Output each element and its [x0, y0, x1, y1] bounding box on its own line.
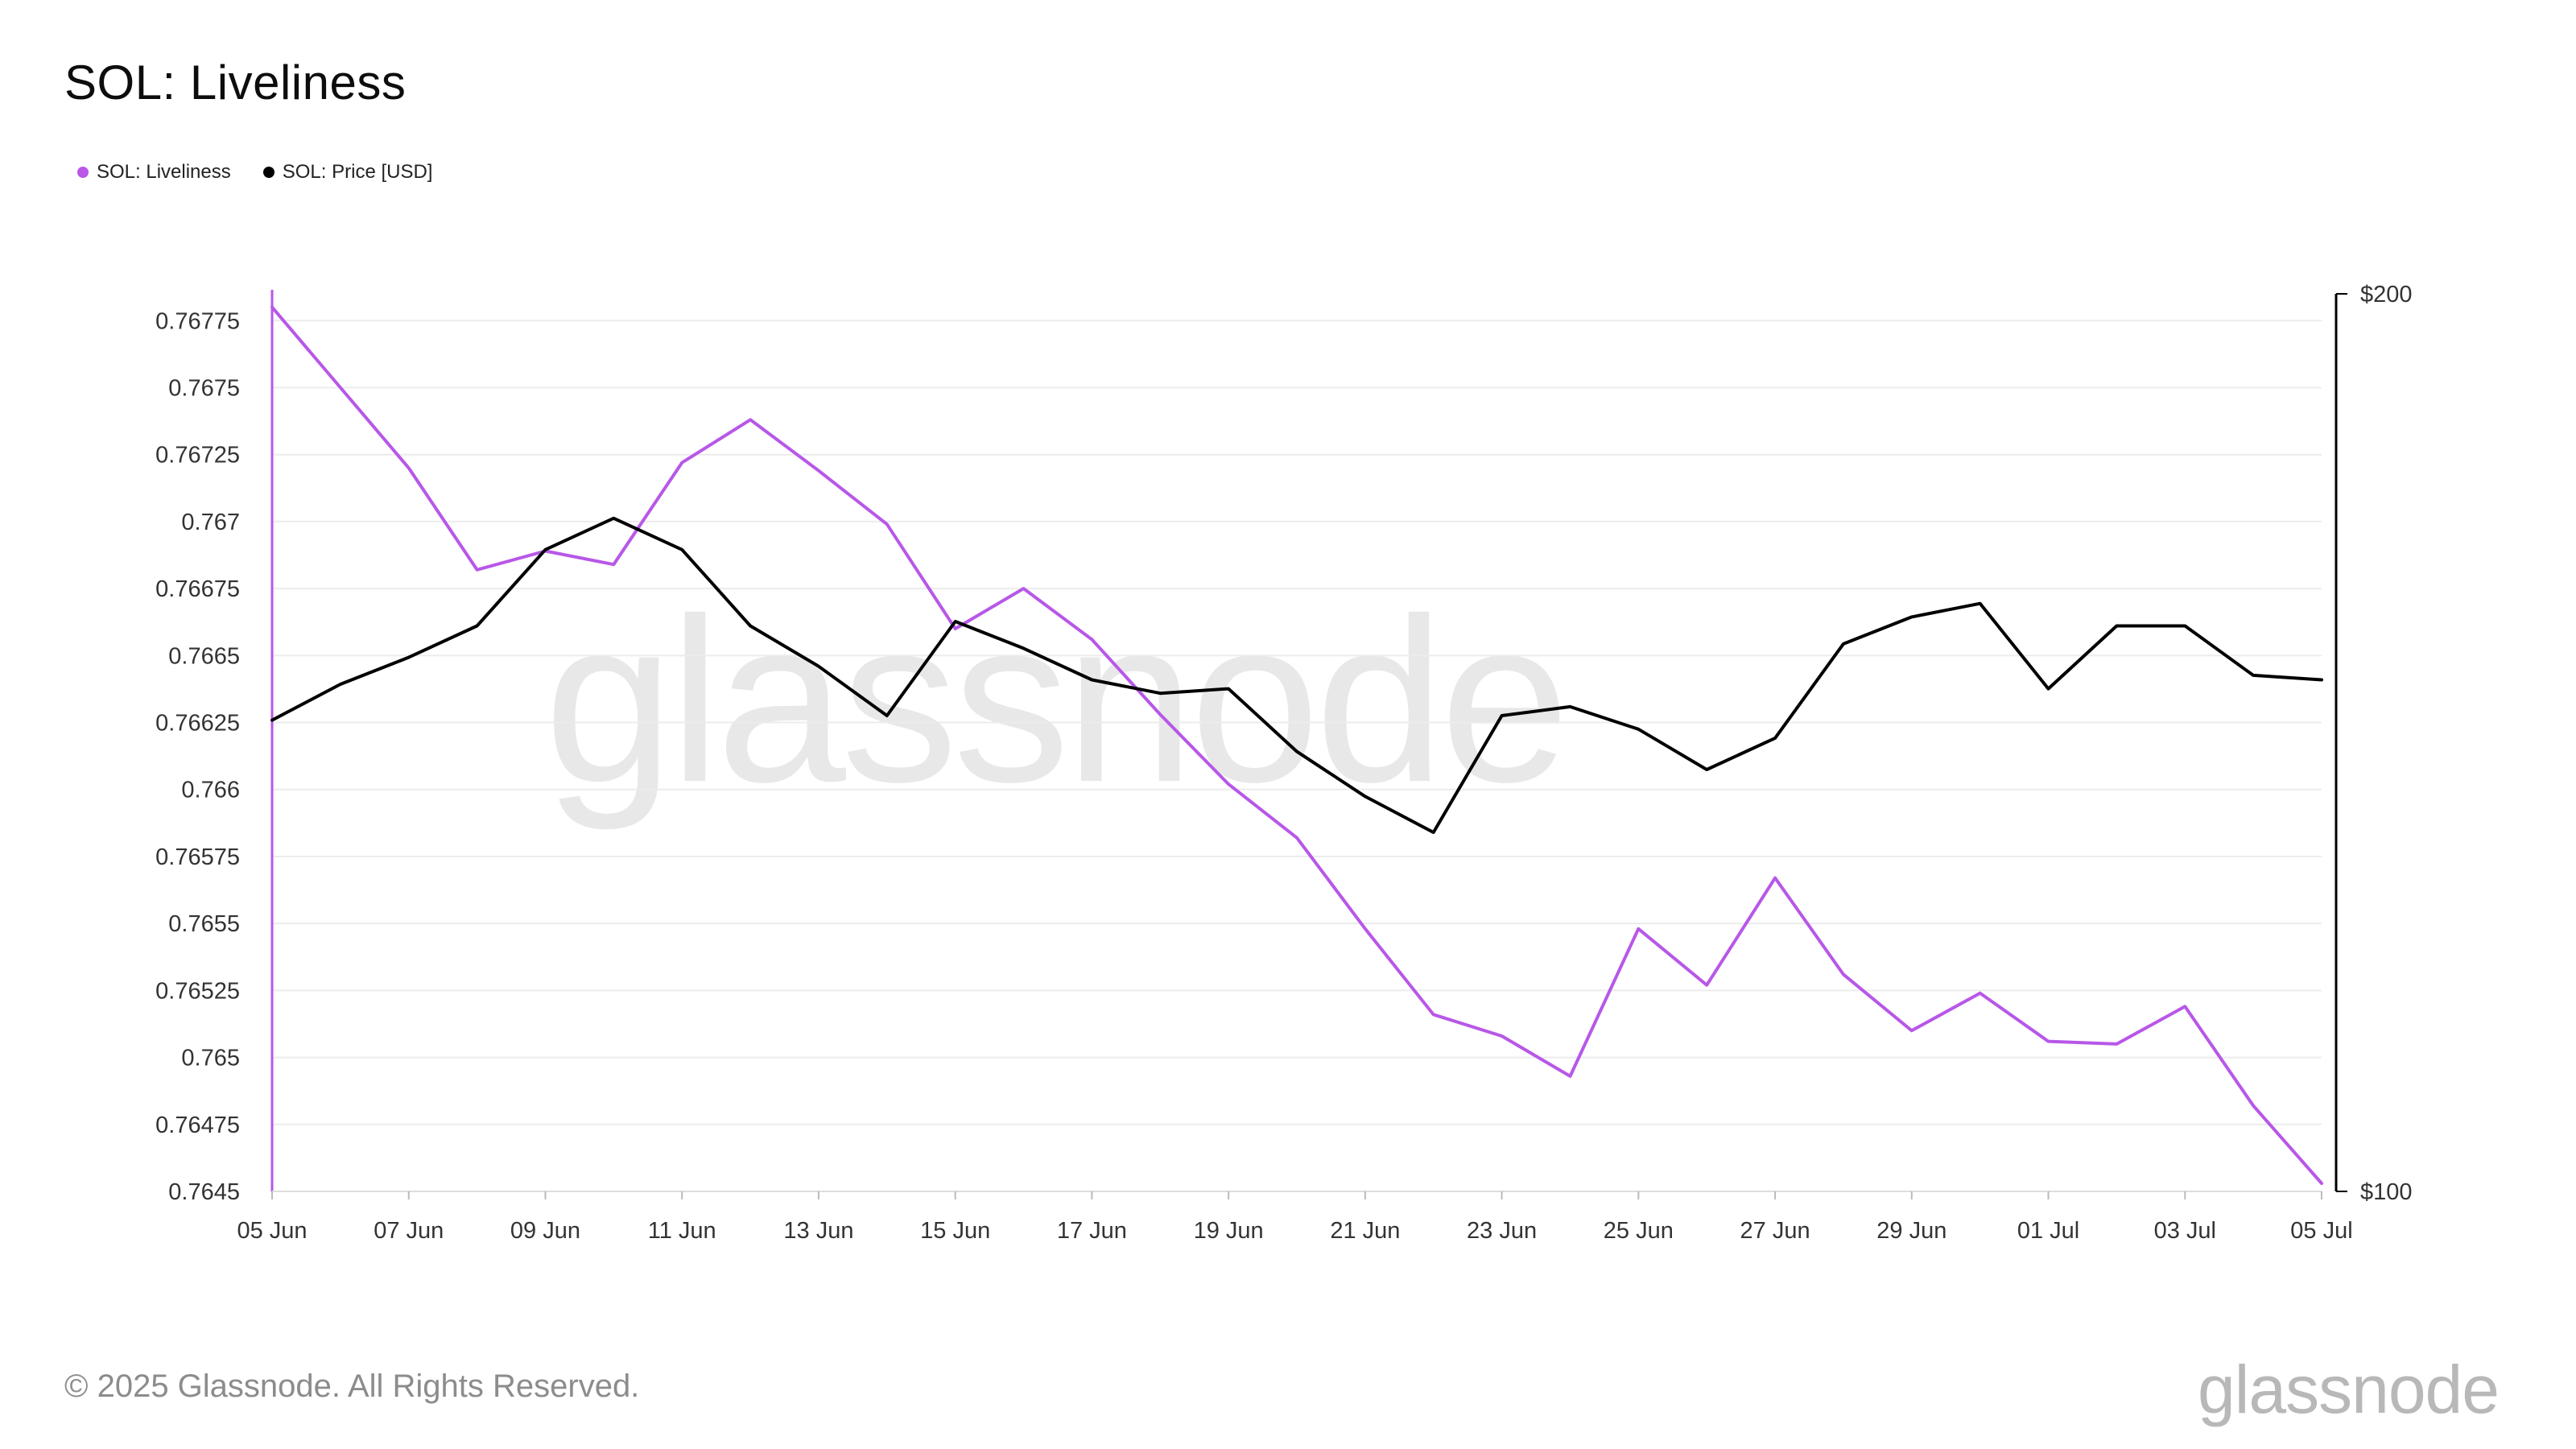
watermark: glassnode: [544, 570, 1565, 832]
x-tick-label: 23 Jun: [1467, 1218, 1537, 1244]
right-tick-label: $100: [2360, 1179, 2413, 1205]
x-tick-label: 13 Jun: [783, 1218, 853, 1244]
left-axis: 0.7645 0.76475 0.765 0.76525 0.7655 0.76575 0.…: [155, 290, 274, 1205]
x-axis: 05 Jun 07 Jun 09 Jun 11 Jun 13 Jun 15 Jun 17 J…: [237, 1191, 2353, 1244]
x-tick-label: 11 Jun: [648, 1218, 716, 1244]
x-tick-label: 05 Jun: [237, 1218, 307, 1244]
legend-item-price[interactable]: SOL: Price [USD]: [262, 161, 433, 184]
left-tick-label: 0.76625: [155, 711, 240, 737]
copyright-text: © 2025 Glassnode. All Rights Reserved.: [64, 1368, 640, 1404]
left-tick-label: 0.76775: [155, 308, 240, 334]
left-tick-label: 0.76575: [155, 844, 240, 870]
legend: SOL: Liveliness SOL: Price [USD]: [77, 161, 432, 184]
left-tick-label: 0.766: [181, 778, 240, 803]
left-tick-label: 0.76675: [155, 576, 240, 602]
right-axis: $100 $200: [2334, 282, 2413, 1205]
legend-label-liveliness: SOL: Liveliness: [97, 161, 231, 183]
x-tick-label: 27 Jun: [1740, 1218, 1810, 1244]
x-tick-label: 25 Jun: [1604, 1218, 1674, 1244]
x-tick-label: 17 Jun: [1057, 1218, 1127, 1244]
x-tick-label: 05 Jul: [2290, 1218, 2352, 1244]
glassnode-logo: glassnode: [2198, 1352, 2500, 1427]
left-tick-label: 0.7665: [168, 643, 240, 669]
x-tick-label: 01 Jul: [2017, 1218, 2079, 1244]
series-lines: [270, 305, 2323, 1185]
liveliness-line: [270, 305, 2323, 1185]
left-tick-label: 0.76725: [155, 443, 240, 469]
x-tick-label: 15 Jun: [920, 1218, 990, 1244]
x-tick-label: 29 Jun: [1876, 1218, 1946, 1244]
left-tick-label: 0.76525: [155, 978, 240, 1004]
left-tick-label: 0.7675: [168, 375, 240, 401]
x-tick-label: 21 Jun: [1330, 1218, 1400, 1244]
chart-title: SOL: Liveliness: [64, 56, 407, 109]
left-tick-label: 0.7655: [168, 911, 240, 937]
x-tick-label: 19 Jun: [1194, 1218, 1264, 1244]
price-line: [270, 516, 2323, 834]
right-tick-label: $200: [2360, 282, 2413, 308]
legend-item-liveliness[interactable]: SOL: Liveliness: [77, 161, 231, 184]
x-tick-label: 03 Jul: [2154, 1218, 2216, 1244]
left-tick-label: 0.7645: [168, 1179, 240, 1205]
legend-dot-price: [262, 167, 275, 178]
legend-label-price: SOL: Price [USD]: [282, 161, 433, 183]
x-tick-label: 07 Jun: [374, 1218, 444, 1244]
legend-dot-liveliness: [77, 167, 89, 178]
left-tick-label: 0.76475: [155, 1113, 240, 1138]
left-tick-label: 0.765: [181, 1046, 240, 1071]
left-tick-label: 0.767: [181, 510, 240, 535]
x-tick-label: 09 Jun: [510, 1218, 580, 1244]
